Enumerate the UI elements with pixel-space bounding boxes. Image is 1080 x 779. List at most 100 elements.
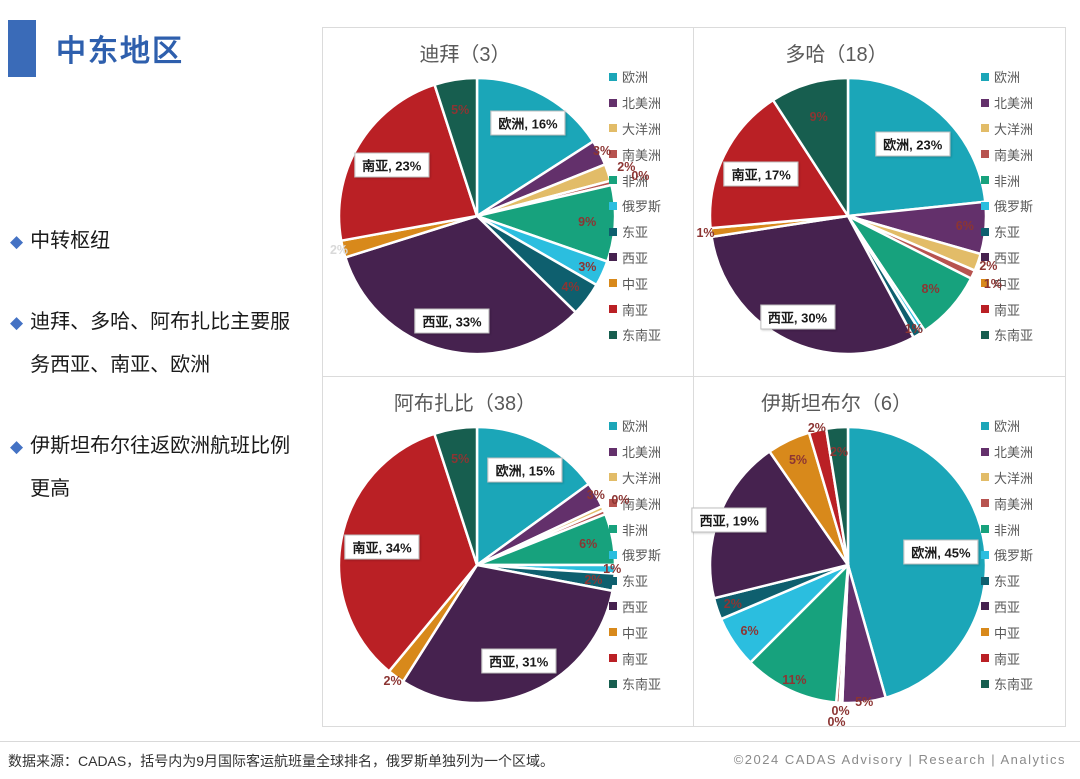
legend-swatch-icon <box>609 150 617 159</box>
legend-item-东南亚: 东南亚 <box>609 671 691 697</box>
legend-item-大洋洲: 大洋洲 <box>981 116 1063 142</box>
legend-item-东亚: 东亚 <box>981 568 1063 594</box>
legend-item-非洲: 非洲 <box>981 167 1063 193</box>
legend-item-南亚: 南亚 <box>981 296 1063 322</box>
legend-swatch-icon <box>981 227 989 236</box>
pie-label-中亚: 2% <box>383 674 402 689</box>
legend-item-俄罗斯: 俄罗斯 <box>609 542 691 568</box>
legend-swatch-icon <box>981 576 989 585</box>
legend-item-俄罗斯: 俄罗斯 <box>609 193 691 219</box>
bullet-list: ◆ 中转枢纽 ◆ 迪拜、多哈、阿布扎比主要服务西亚、南亚、欧洲 ◆ 伊斯坦布尔往… <box>10 220 322 549</box>
legend-label: 北美洲 <box>622 96 662 112</box>
legend-item-西亚: 西亚 <box>609 245 691 271</box>
legend-label: 南亚 <box>994 651 1021 667</box>
bullet-item: ◆ 迪拜、多哈、阿布扎比主要服务西亚、南亚、欧洲 <box>10 301 322 387</box>
pie-label-东亚: 4% <box>561 279 580 294</box>
legend-item-中亚: 中亚 <box>981 270 1063 296</box>
legend-swatch-icon <box>981 253 989 262</box>
data-source-note: 数据来源：CADAS，括号内为9月国际客运航班量全球排名，俄罗斯单独列为一个区域… <box>8 753 555 769</box>
legend-swatch-icon <box>981 72 989 81</box>
legend-label: 北美洲 <box>994 96 1034 112</box>
legend-item-南亚: 南亚 <box>609 296 691 322</box>
pie-chart: 欧洲, 23% 6% 2% 1% 8% 1% 西亚, 30% 1% 南亚, 17% 9% <box>696 66 1002 366</box>
pie-label-中亚: 2% <box>329 243 349 258</box>
legend-item-东南亚: 东南亚 <box>609 322 691 348</box>
legend-label: 西亚 <box>994 599 1021 615</box>
legend-label: 东亚 <box>622 225 649 241</box>
chart-title: 伊斯坦布尔（6） <box>760 393 913 415</box>
legend-label: 西亚 <box>994 250 1021 266</box>
pie-label-南美洲: 0% <box>631 168 650 183</box>
legend-label: 欧洲 <box>622 419 649 435</box>
legend-item-北美洲: 北美洲 <box>609 90 691 116</box>
legend-swatch-icon <box>609 330 617 339</box>
legend-label: 非洲 <box>622 173 649 189</box>
legend-swatch-icon <box>981 421 989 430</box>
legend-label: 东亚 <box>994 574 1021 590</box>
pie-label-欧洲: 欧洲, 15% <box>487 457 563 483</box>
chart-title: 多哈（18） <box>785 44 888 66</box>
legend-item-欧洲: 欧洲 <box>609 413 691 439</box>
legend-label: 中亚 <box>994 276 1021 292</box>
chart-title: 阿布扎比（38） <box>393 393 537 415</box>
pie-label-中亚: 5% <box>788 453 808 468</box>
diamond-bullet-icon: ◆ <box>10 437 24 456</box>
legend-item-北美洲: 北美洲 <box>609 439 691 465</box>
chart-panel-3: 阿布扎比（38） 欧洲, 15% 3% 0% 6% 1% 2% 西亚, 31% 2% 南亚, 34… <box>323 377 694 726</box>
pie-label-大洋洲: 0% <box>831 704 850 719</box>
legend-label: 俄罗斯 <box>994 199 1034 215</box>
pie-label-东南亚: 9% <box>809 109 828 124</box>
pie-label-北美洲: 3% <box>593 144 612 159</box>
chart-panel-1: 迪拜（3） 欧洲, 16% 3% 2% 0% 9% 3% 4% 西亚, 33% 2% 南亚, 23%… <box>323 28 694 377</box>
pie-label-大洋洲: 2% <box>979 259 998 274</box>
legend-swatch-icon <box>609 602 617 611</box>
legend-label: 南美洲 <box>994 147 1034 163</box>
pie-label-非洲: 11% <box>782 673 807 688</box>
legend-swatch-icon <box>981 550 989 559</box>
legend-label: 南亚 <box>622 651 649 667</box>
pie-label-南亚: 2% <box>807 420 826 435</box>
legend-item-俄罗斯: 俄罗斯 <box>981 193 1063 219</box>
legend-swatch-icon <box>609 679 617 688</box>
bullet-text: 迪拜、多哈、阿布扎比主要服务西亚、南亚、欧洲 <box>30 311 291 376</box>
legend-item-东南亚: 东南亚 <box>981 322 1063 348</box>
legend-swatch-icon <box>981 654 989 663</box>
legend-label: 俄罗斯 <box>622 548 662 564</box>
pie-label-东南亚: 5% <box>451 451 470 466</box>
chart-panel-2: 多哈（18） 欧洲, 23% 6% 2% 1% 8% 1% 西亚, 30% 1% 南亚, 17% 9… <box>694 28 1065 377</box>
legend-item-南美洲: 南美洲 <box>981 490 1063 516</box>
legend-item-非洲: 非洲 <box>981 516 1063 542</box>
legend-label: 大洋洲 <box>994 121 1034 137</box>
pie-label-东亚: 1% <box>904 322 923 337</box>
legend-swatch-icon <box>609 201 617 210</box>
legend-label: 大洋洲 <box>622 121 662 137</box>
chart-legend: 欧洲 北美洲 大洋洲 南美洲 非洲 俄罗斯 东亚 西亚 中亚 南亚 东南亚 <box>981 64 1063 348</box>
chart-legend: 欧洲 北美洲 大洋洲 南美洲 非洲 俄罗斯 东亚 西亚 中亚 南亚 东南亚 <box>609 413 691 697</box>
legend-swatch-icon <box>609 421 617 430</box>
pie-slice-东南亚 <box>432 76 479 217</box>
bullet-item: ◆ 伊斯坦布尔往返欧洲航班比例更高 <box>10 425 322 511</box>
legend-item-东亚: 东亚 <box>609 568 691 594</box>
legend-swatch-icon <box>609 499 617 508</box>
bullet-text: 中转枢纽 <box>30 230 111 252</box>
legend-label: 东南亚 <box>622 677 662 693</box>
pie-label-南亚: 南亚, 17% <box>723 161 799 187</box>
pie-label-南亚: 南亚, 34% <box>344 534 420 560</box>
legend-swatch-icon <box>609 576 617 585</box>
legend-swatch-icon <box>981 525 989 534</box>
legend-item-欧洲: 欧洲 <box>981 413 1063 439</box>
legend-label: 西亚 <box>622 250 649 266</box>
pie-chart: 欧洲, 45% 5% 0% 0% 11% 6% 2% 西亚, 19% 5% 2% 2% <box>691 415 998 729</box>
pie-label-北美洲: 3% <box>586 487 605 502</box>
legend-swatch-icon <box>609 253 617 262</box>
legend-item-中亚: 中亚 <box>609 270 691 296</box>
legend-item-中亚: 中亚 <box>981 619 1063 645</box>
pie-label-西亚: 西亚, 33% <box>414 308 490 334</box>
legend-swatch-icon <box>609 305 617 314</box>
pie-label-东亚: 2% <box>723 596 742 611</box>
legend-swatch-icon <box>981 499 989 508</box>
legend-item-欧洲: 欧洲 <box>981 64 1063 90</box>
pie-label-东亚: 2% <box>584 572 603 587</box>
pie-label-西亚: 西亚, 30% <box>759 304 836 330</box>
legend-label: 南亚 <box>622 302 649 318</box>
